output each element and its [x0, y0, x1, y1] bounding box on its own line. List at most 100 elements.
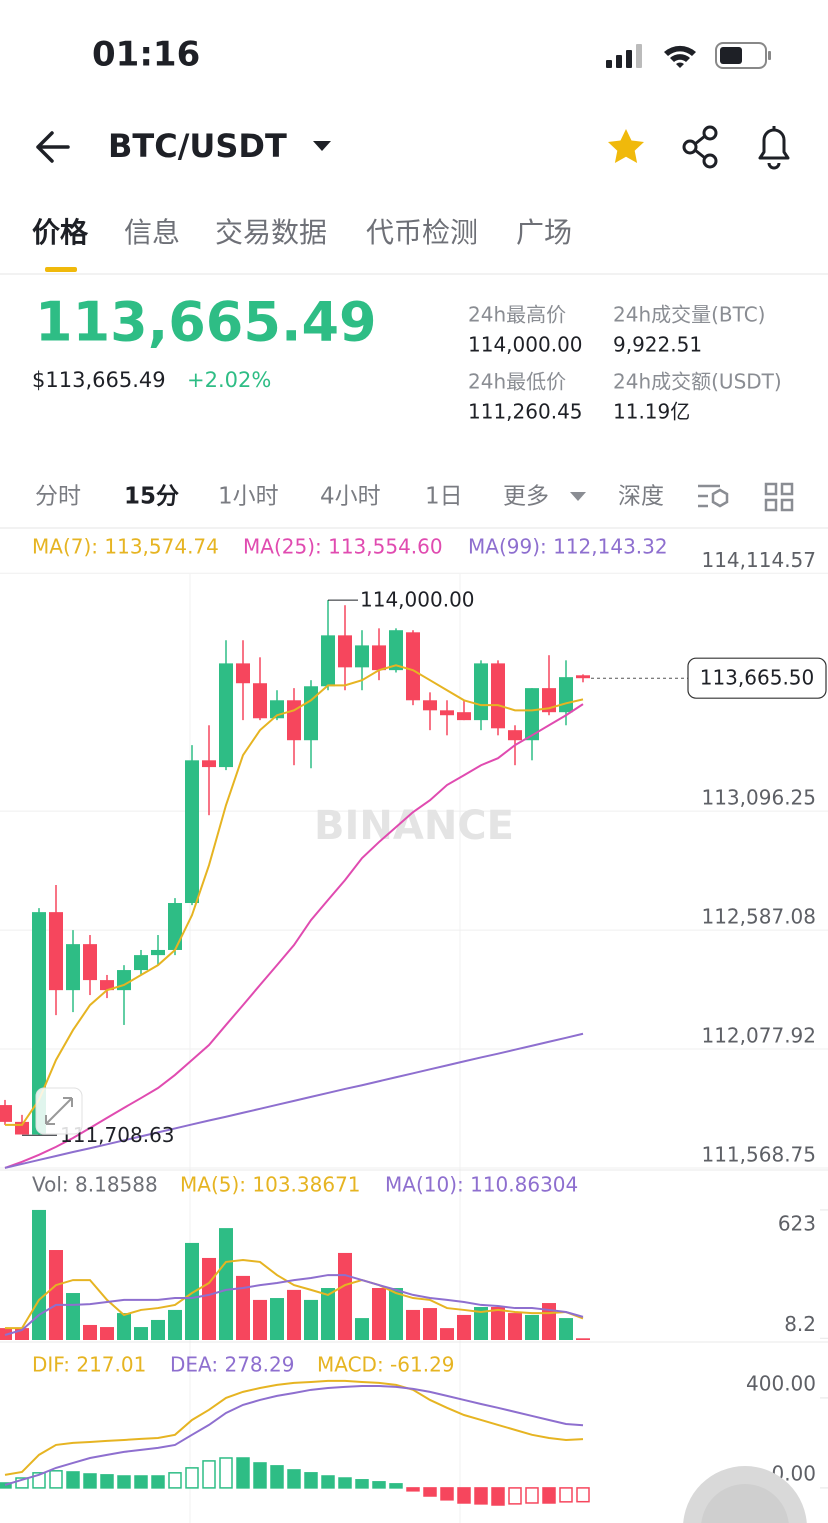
candle-body — [185, 760, 199, 904]
stat-label: 24h最高价 — [468, 303, 566, 327]
y-tick-label: 114,114.57 — [701, 548, 816, 572]
back-button[interactable] — [36, 131, 70, 163]
share-button[interactable] — [682, 125, 718, 169]
candle-body — [236, 663, 250, 684]
interval-tab[interactable]: 更多 — [503, 484, 549, 510]
volume-bar — [66, 1293, 80, 1340]
volume-bar — [372, 1288, 386, 1340]
candle-body — [304, 686, 318, 741]
volume-bar — [474, 1307, 488, 1340]
y-tick-label: 113,096.25 — [701, 786, 816, 810]
alert-button[interactable] — [758, 126, 790, 170]
interval-tab[interactable]: 深度 — [618, 484, 664, 510]
candle-body — [508, 730, 522, 741]
pair-dropdown[interactable] — [313, 141, 331, 151]
tab[interactable]: 价格 — [32, 216, 89, 249]
macd-bar — [474, 1487, 488, 1505]
macd-bar — [66, 1471, 80, 1489]
price-usd: $113,665.49 — [32, 368, 166, 392]
volume-bar — [287, 1289, 301, 1340]
macd-bar — [100, 1474, 114, 1489]
macd-bar — [338, 1477, 352, 1489]
macd-line — [4, 1379, 584, 1476]
macd-label: MACD: -61.29 — [317, 1353, 455, 1377]
candle-body — [83, 944, 97, 981]
macd-bar — [219, 1457, 233, 1489]
volume-bar — [457, 1314, 471, 1340]
volume-bar — [423, 1308, 437, 1340]
legend-entry: MA(5): 103.38671 — [180, 1173, 361, 1197]
macd-bar — [372, 1481, 386, 1489]
legend-entry: MA(99): 112,143.32 — [468, 535, 668, 559]
interval-tab[interactable]: 15分 — [124, 484, 179, 510]
volume-bar — [151, 1319, 165, 1340]
volume-bar — [202, 1257, 216, 1340]
legend-entry: DIF: 217.01 — [32, 1353, 146, 1377]
macd-bar — [202, 1460, 216, 1489]
indicator-settings[interactable] — [698, 484, 729, 508]
ma-line — [4, 703, 584, 1169]
macd-bar — [576, 1487, 590, 1503]
candle-body — [321, 635, 335, 687]
volume-bar — [389, 1288, 403, 1340]
macd-bar — [287, 1469, 301, 1489]
y-tick-label: 112,077.92 — [701, 1024, 816, 1048]
candle-body — [457, 712, 471, 721]
macd-bar — [355, 1479, 369, 1489]
macd-bar — [151, 1475, 165, 1489]
watermark: BINANCE — [314, 803, 514, 849]
macd-bar — [389, 1483, 403, 1489]
volume-bar — [491, 1307, 505, 1340]
candle-body — [287, 700, 301, 741]
candle-body — [525, 688, 539, 741]
candle-body — [389, 630, 403, 671]
tab[interactable]: 代币检测 — [366, 216, 478, 249]
y-tick-label: 8.2 — [784, 1312, 816, 1336]
tab-bar: 价格 信息 交易数据 代币检测 广场 — [32, 216, 572, 249]
candle-body — [559, 677, 573, 713]
interval-tab[interactable]: 1小时 — [218, 484, 279, 510]
more-dropdown[interactable] — [570, 492, 586, 501]
layout-button[interactable] — [764, 482, 794, 512]
candle-body — [66, 944, 80, 991]
candle-body — [474, 663, 488, 721]
interval-tab[interactable]: 1日 — [425, 484, 463, 510]
macd-bar — [321, 1475, 335, 1489]
interval-tab[interactable]: 4小时 — [320, 484, 381, 510]
last-price: 113,665.49 — [35, 291, 377, 354]
tab[interactable]: 交易数据 — [215, 216, 327, 249]
price-change: +2.02% — [187, 368, 271, 392]
volume-label: Vol: 8.18588 — [32, 1173, 158, 1197]
status-time: 01:16 — [92, 35, 200, 75]
macd-bar — [491, 1487, 505, 1506]
tab[interactable]: 信息 — [124, 216, 180, 249]
tab[interactable]: 广场 — [516, 216, 572, 249]
volume-bar — [100, 1327, 114, 1340]
ma-line — [5, 664, 584, 1126]
volume-bar — [219, 1228, 233, 1340]
macd-bar — [423, 1487, 437, 1497]
volume-bar — [236, 1275, 250, 1340]
ma-line — [4, 1032, 584, 1169]
volume-bar — [134, 1327, 148, 1340]
tab-indicator — [45, 267, 77, 272]
y-tick-label: 111,568.75 — [701, 1142, 816, 1166]
macd-bar — [253, 1462, 267, 1489]
pair-title[interactable]: BTC/USDT — [108, 127, 287, 165]
volume-bar — [338, 1252, 352, 1340]
macd-bar — [542, 1487, 556, 1504]
stat-value: 114,000.00 — [468, 333, 583, 357]
volume-bar — [576, 1338, 590, 1340]
expand-button[interactable] — [35, 1087, 83, 1135]
floating-button-inner — [701, 1484, 789, 1523]
macd-bar — [457, 1487, 471, 1504]
volume-ma-line — [5, 1259, 584, 1330]
stat-label: 24h成交量(BTC) — [613, 303, 765, 327]
candle-body — [134, 955, 148, 971]
favorite-star[interactable] — [608, 129, 644, 163]
macd-bar — [440, 1487, 454, 1501]
volume-bar — [304, 1299, 318, 1340]
interval-tab[interactable]: 分时 — [35, 484, 81, 510]
volume-bar — [406, 1309, 420, 1340]
